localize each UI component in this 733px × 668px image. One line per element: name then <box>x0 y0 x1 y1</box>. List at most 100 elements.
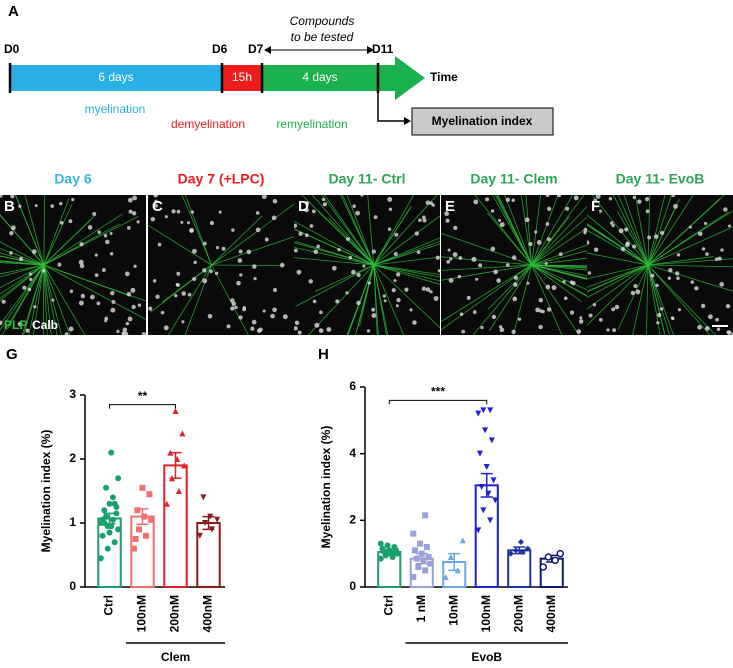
cell <box>563 296 568 301</box>
cell <box>459 312 464 316</box>
cell <box>352 204 356 208</box>
cell <box>116 329 120 334</box>
cell <box>599 209 603 213</box>
y-axis-label: Myelination index (%) <box>39 430 53 553</box>
point <box>512 547 519 554</box>
fiber <box>43 264 132 297</box>
cell <box>391 288 396 293</box>
cell <box>64 332 69 335</box>
cell <box>396 297 401 303</box>
fiber <box>504 195 533 266</box>
cell <box>202 268 207 273</box>
cell <box>545 222 550 226</box>
fiber <box>531 195 574 266</box>
cell <box>236 280 241 286</box>
point <box>422 512 429 519</box>
point <box>475 410 482 417</box>
cell <box>705 252 709 256</box>
cell <box>716 327 721 331</box>
cell <box>545 195 550 198</box>
point <box>108 449 115 456</box>
fiber <box>43 264 62 335</box>
cell <box>606 328 610 332</box>
cell <box>28 272 33 276</box>
cell <box>433 296 439 301</box>
fiber <box>647 195 651 266</box>
point <box>136 526 143 533</box>
point <box>417 540 424 547</box>
cell <box>720 248 724 252</box>
point <box>104 523 111 530</box>
cell <box>625 241 630 246</box>
x-tick-label: 1 nM <box>414 595 428 622</box>
cell <box>715 317 719 322</box>
fiber <box>488 264 533 332</box>
cell <box>583 227 587 233</box>
fiber <box>531 227 587 266</box>
fiber <box>648 264 733 268</box>
cell <box>676 253 681 257</box>
fiber <box>531 264 587 271</box>
cell <box>478 263 483 268</box>
cell <box>726 330 732 335</box>
fiber <box>373 264 387 335</box>
cell <box>181 291 187 296</box>
fiber <box>472 264 533 335</box>
cell <box>79 263 85 269</box>
fiber <box>0 255 44 266</box>
day-label: D6 <box>212 42 228 56</box>
cell <box>202 278 208 284</box>
point <box>475 527 482 534</box>
cell <box>675 271 680 276</box>
fiber <box>294 257 374 266</box>
cell <box>209 220 214 226</box>
cell <box>92 211 97 216</box>
cell <box>256 328 262 334</box>
cell <box>25 328 30 333</box>
cell <box>308 279 313 284</box>
cell <box>458 256 463 260</box>
cell <box>505 263 510 267</box>
point <box>415 564 422 570</box>
fiber <box>211 215 263 266</box>
cell <box>304 207 309 213</box>
fiber <box>487 212 532 266</box>
cell <box>207 313 213 319</box>
cell <box>157 242 162 247</box>
point <box>478 484 485 490</box>
fiber <box>647 198 721 266</box>
cell <box>297 330 302 335</box>
cell <box>697 231 703 237</box>
stain: PLP <box>4 318 27 332</box>
cell <box>645 209 650 214</box>
cell <box>322 202 328 207</box>
cell <box>239 273 243 277</box>
cell <box>221 246 226 251</box>
cell <box>461 329 466 334</box>
fiber <box>23 264 45 335</box>
cell <box>154 204 159 208</box>
cell <box>371 307 376 312</box>
cell <box>296 269 302 275</box>
fiber <box>373 264 440 275</box>
cell <box>68 219 73 224</box>
point <box>104 545 111 552</box>
fiber <box>587 264 649 326</box>
compounds: Compounds <box>290 14 355 28</box>
fiber <box>531 216 570 266</box>
point <box>427 560 434 567</box>
cell <box>294 320 300 326</box>
fiber <box>617 195 649 266</box>
cell <box>620 246 626 252</box>
cell <box>226 324 231 329</box>
cell <box>425 287 431 292</box>
cell <box>471 256 477 262</box>
cell <box>655 283 659 288</box>
cell <box>511 329 516 334</box>
fiber <box>184 264 212 335</box>
fiber <box>43 215 139 266</box>
cell <box>637 199 642 204</box>
cell <box>68 326 74 332</box>
fiber <box>531 264 587 297</box>
cell <box>132 195 138 201</box>
